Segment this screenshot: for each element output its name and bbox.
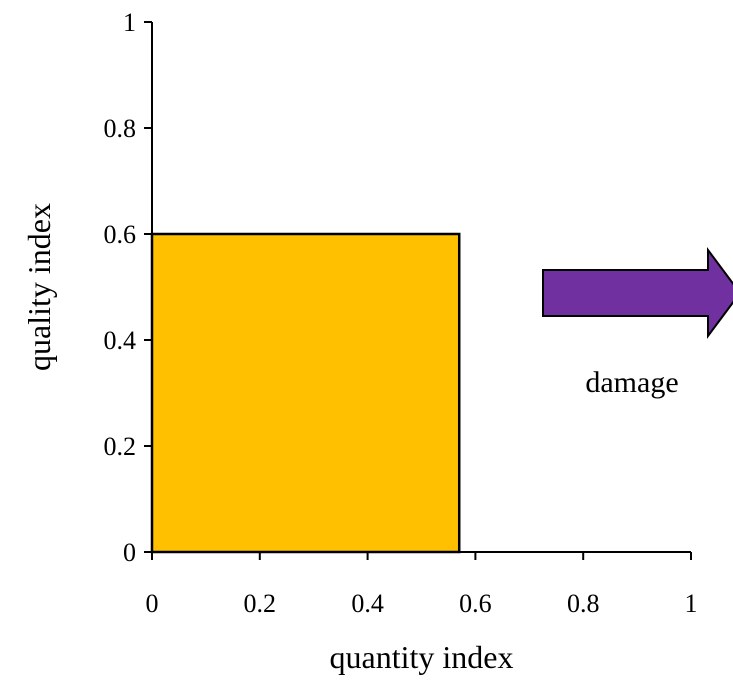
y-tick-label: 0.2 <box>104 432 137 461</box>
quality-quantity-rectangle <box>150 232 461 554</box>
y-tick-label: 0 <box>123 538 136 567</box>
x-tick-label: 0.8 <box>567 589 600 618</box>
y-tick-label: 1 <box>123 8 136 37</box>
damage-label: damage <box>585 366 678 399</box>
x-tick-label: 0.6 <box>459 589 492 618</box>
y-tick-label: 0.6 <box>104 220 137 249</box>
x-axis: 0 0.2 0.4 0.6 0.8 1 <box>146 551 698 618</box>
x-tick-label: 0.4 <box>351 589 384 618</box>
y-axis: 0 0.2 0.4 0.6 0.8 1 <box>104 8 153 567</box>
damage-arrow <box>542 246 733 340</box>
x-tick-label: 0.2 <box>244 589 277 618</box>
y-tick-label: 0.4 <box>104 326 137 355</box>
x-tick-label: 1 <box>685 589 698 618</box>
y-axis-title: quality index <box>21 203 57 371</box>
x-tick-label: 0 <box>146 589 159 618</box>
y-tick-label: 0.8 <box>104 114 137 143</box>
x-axis-title: quantity index <box>330 639 514 675</box>
